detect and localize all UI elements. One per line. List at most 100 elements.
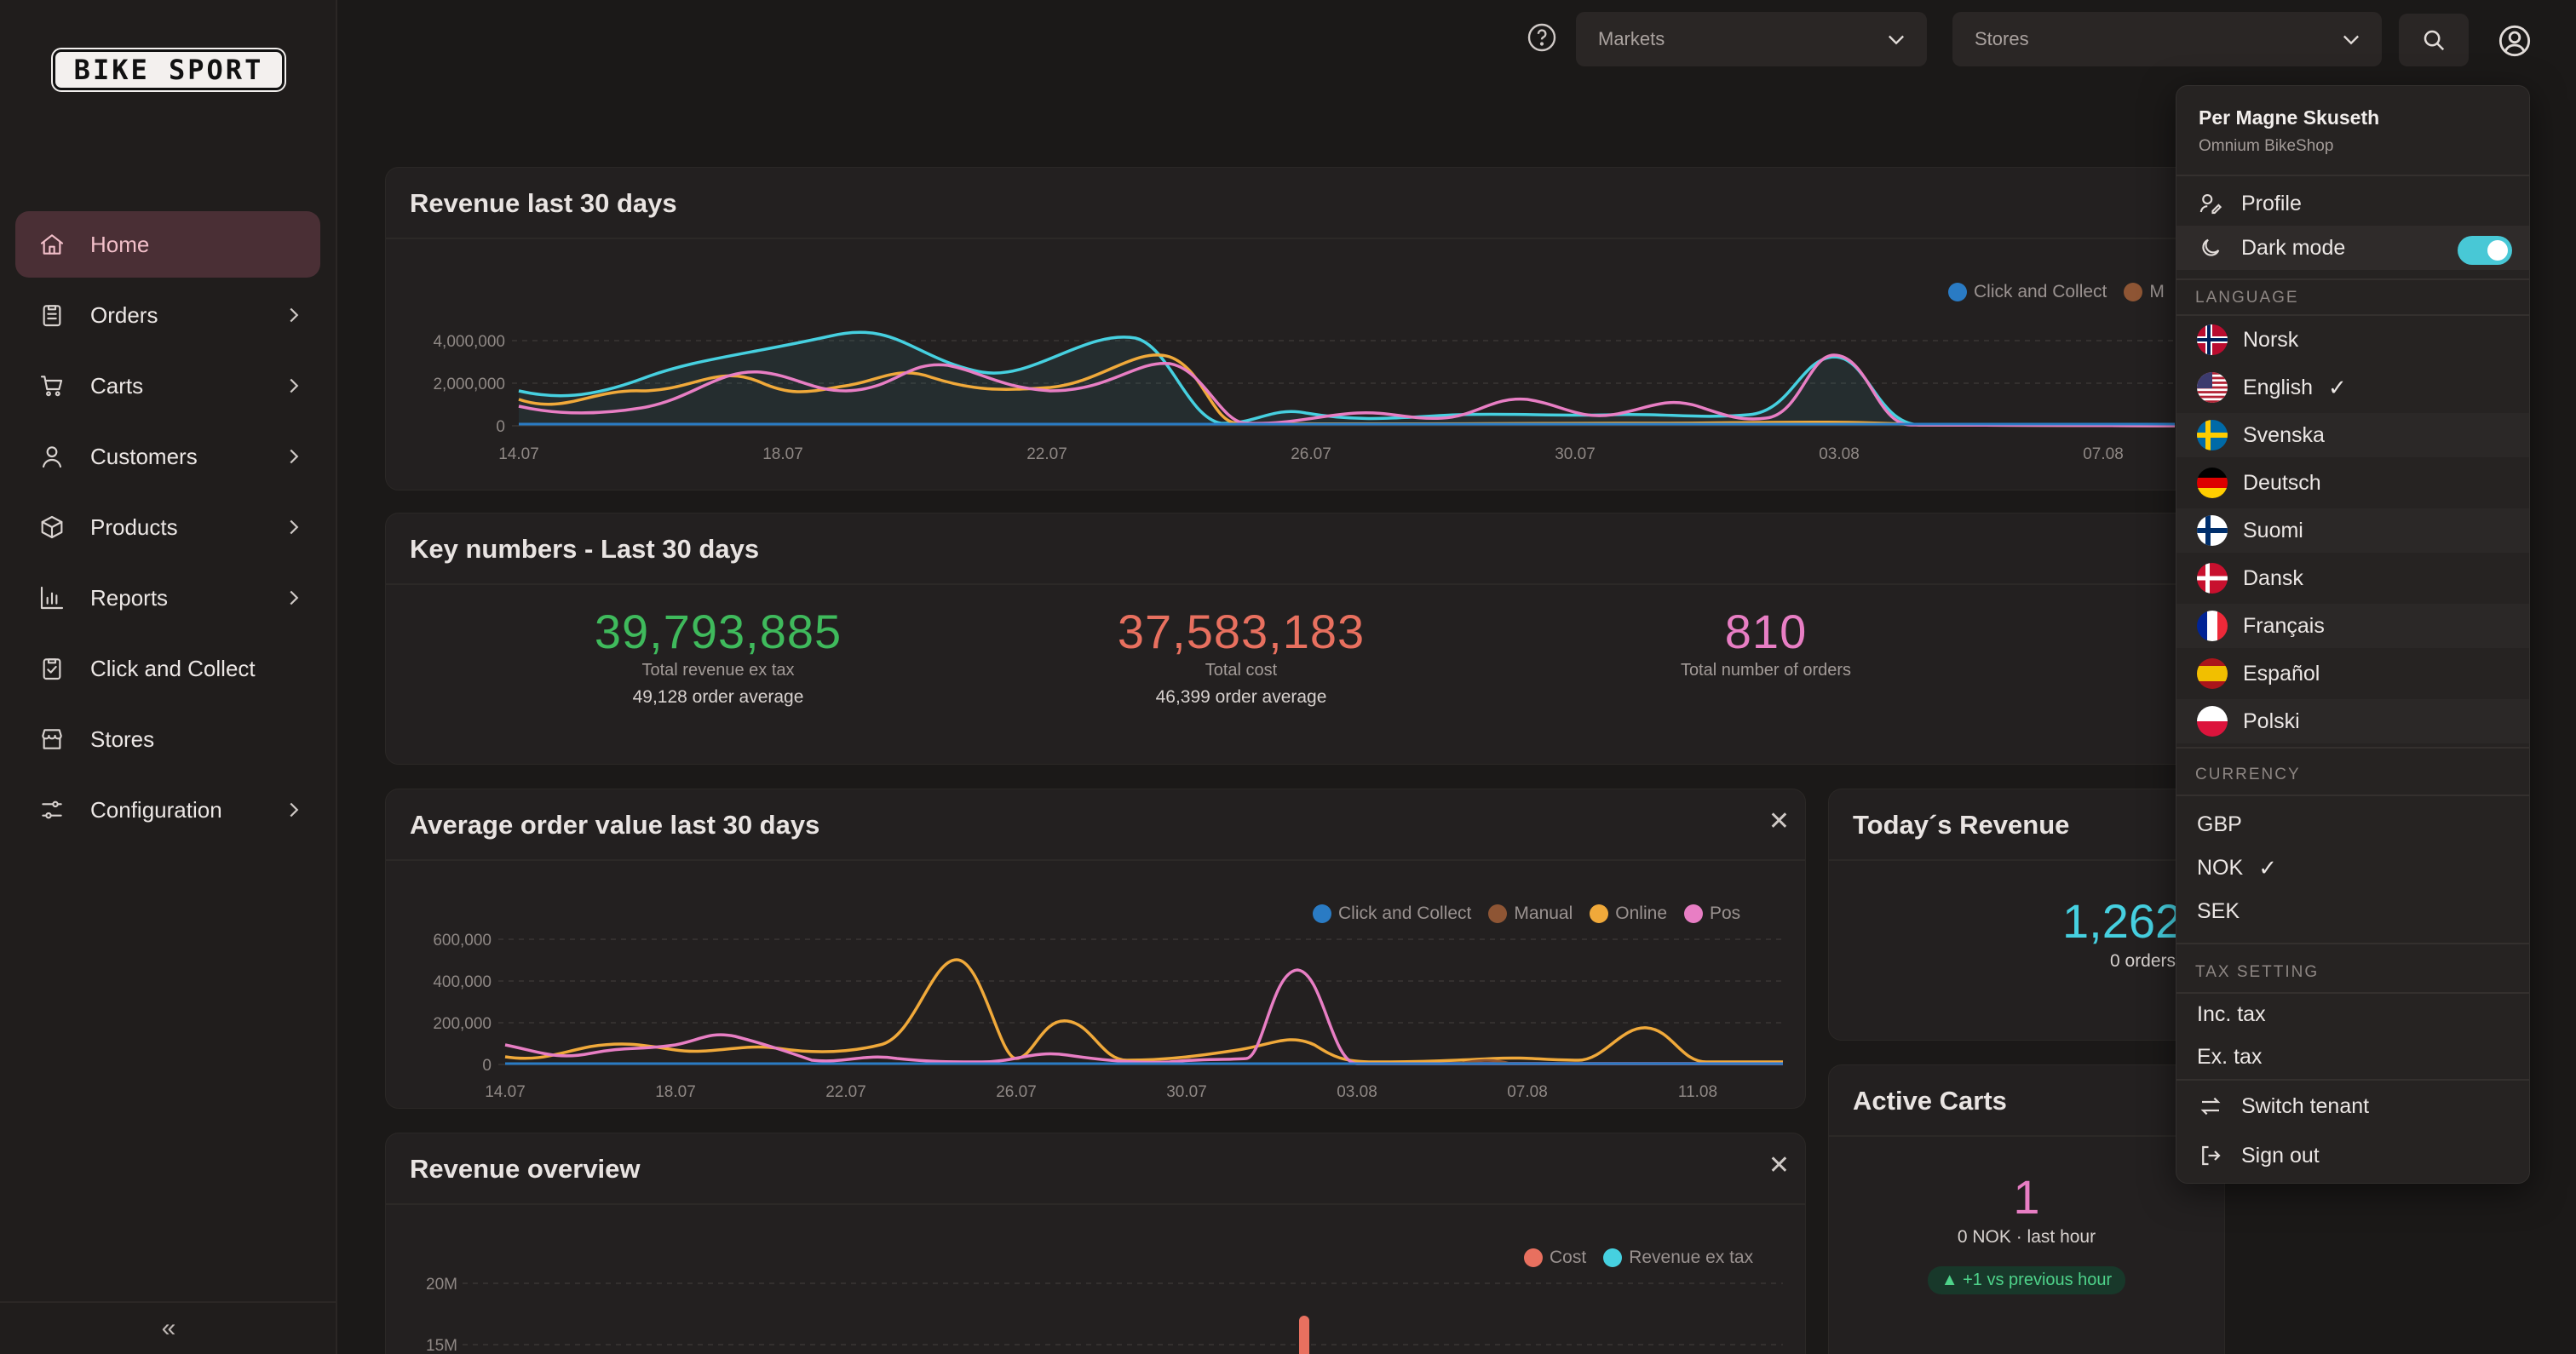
markets-select[interactable]: Markets bbox=[1576, 12, 1927, 66]
language-section-header: LANGUAGE bbox=[2195, 289, 2299, 307]
sidebar-item-reports[interactable]: Reports bbox=[15, 565, 320, 631]
help-icon[interactable] bbox=[1527, 22, 1557, 53]
sidebar-item-customers[interactable]: Customers bbox=[15, 423, 320, 490]
legend-dot bbox=[1488, 904, 1508, 923]
language-option-español[interactable]: Español bbox=[2176, 651, 2529, 696]
bike-sport-logo[interactable]: BIKE SPORT bbox=[53, 49, 285, 90]
x-tick: 11.08 bbox=[1678, 1083, 1717, 1101]
revenue-label: Total revenue ex tax bbox=[641, 661, 795, 680]
legend-label: Click and Collect bbox=[1974, 282, 2107, 301]
check-icon: ✓ bbox=[2258, 854, 2277, 881]
legend-label: Revenue ex tax bbox=[1629, 1248, 1754, 1267]
legend-item[interactable]: Click and Collect bbox=[1313, 904, 1471, 924]
sidebar-item-carts[interactable]: Carts bbox=[15, 353, 320, 419]
divider bbox=[2176, 278, 2529, 280]
sidebar-item-label: Orders bbox=[90, 301, 158, 328]
sidebar-item-orders[interactable]: Orders bbox=[15, 282, 320, 348]
currency-option-sek[interactable]: SEK bbox=[2176, 890, 2529, 932]
close-card-button[interactable]: ✕ bbox=[1768, 807, 1790, 835]
card-title: Today´s Revenue bbox=[1853, 810, 2070, 840]
de-flag-icon bbox=[2197, 468, 2228, 498]
search-button[interactable] bbox=[2399, 14, 2469, 66]
x-tick: 18.07 bbox=[762, 445, 803, 463]
legend-item[interactable]: Online bbox=[1590, 904, 1667, 924]
language-option-norsk[interactable]: Norsk bbox=[2176, 318, 2529, 362]
language-option-polski[interactable]: Polski bbox=[2176, 699, 2529, 743]
legend-item[interactable]: Revenue ex tax bbox=[1603, 1248, 1753, 1268]
pl-flag-icon bbox=[2197, 706, 2228, 737]
stores-select[interactable]: Stores bbox=[1952, 12, 2382, 66]
cost-kpi: 37,583,183 Total cost 46,399 order avera… bbox=[1054, 604, 1429, 708]
language-option-français[interactable]: Français bbox=[2176, 604, 2529, 648]
currency-option-nok[interactable]: NOK ✓ bbox=[2176, 846, 2529, 889]
clipboard-check-icon bbox=[37, 654, 66, 683]
switch-tenant-label: Switch tenant bbox=[2241, 1093, 2370, 1118]
sidebar-item-click-and-collect[interactable]: Click and Collect bbox=[15, 635, 320, 702]
legend-item[interactable]: M bbox=[2124, 282, 2165, 302]
legend-dot bbox=[2124, 283, 2143, 301]
legend-item[interactable]: Pos bbox=[1684, 904, 1740, 924]
language-label: Suomi bbox=[2243, 518, 2303, 542]
currency-section-header: CURRENCY bbox=[2195, 766, 2301, 783]
orders-value: 810 bbox=[1724, 605, 1808, 658]
legend-label: Online bbox=[1615, 904, 1667, 923]
user-menu-button[interactable] bbox=[2491, 17, 2539, 65]
language-option-deutsch[interactable]: Deutsch bbox=[2176, 461, 2529, 505]
sidebar-item-home[interactable]: Home bbox=[15, 211, 320, 278]
cost-bar[interactable] bbox=[1299, 1316, 1309, 1354]
profile-menu-item[interactable]: Profile bbox=[2176, 181, 2529, 226]
revenue-kpi: 39,793,885 Total revenue ex tax 49,128 o… bbox=[531, 604, 906, 708]
series-revenue-line bbox=[518, 330, 2176, 427]
currency-option-gbp[interactable]: GBP bbox=[2176, 803, 2529, 846]
search-icon bbox=[2424, 30, 2445, 51]
language-option-dansk[interactable]: Dansk bbox=[2176, 556, 2529, 600]
chevron-right-icon bbox=[290, 802, 299, 818]
language-option-svenska[interactable]: Svenska bbox=[2176, 413, 2529, 457]
switch-tenant-menu-item[interactable]: Switch tenant bbox=[2176, 1084, 2529, 1128]
language-option-english[interactable]: English ✓ bbox=[2176, 365, 2529, 410]
inc-tax-option[interactable]: Inc. tax bbox=[2176, 994, 2529, 1035]
card-title: Revenue overview bbox=[410, 1154, 641, 1184]
sidebar-item-stores[interactable]: Stores bbox=[15, 706, 320, 772]
language-label: Français bbox=[2243, 613, 2325, 638]
clipboard-icon bbox=[37, 301, 66, 330]
home-icon bbox=[37, 230, 66, 259]
cost-value: 37,583,183 bbox=[1117, 605, 1366, 658]
tenant-name: Omnium BikeShop bbox=[2199, 137, 2334, 155]
sidebar-item-configuration[interactable]: Configuration bbox=[15, 777, 320, 843]
active-carts-card: Active Carts 1 0 NOK · last hour ▲ +1 vs… bbox=[1828, 1064, 2225, 1354]
active-carts-sub: 0 NOK · last hour bbox=[1957, 1227, 2096, 1247]
sidebar-item-products[interactable]: Products bbox=[15, 494, 320, 560]
divider bbox=[2176, 747, 2529, 749]
x-tick: 22.07 bbox=[825, 1083, 866, 1101]
x-tick: 26.07 bbox=[996, 1083, 1037, 1101]
dark-mode-toggle[interactable] bbox=[2458, 236, 2512, 265]
store-icon bbox=[37, 725, 66, 754]
legend-item[interactable]: Manual bbox=[1488, 904, 1573, 924]
legend-item[interactable]: Click and Collect bbox=[1948, 282, 2107, 302]
active-carts-value: 1 bbox=[2013, 1170, 2040, 1224]
language-option-suomi[interactable]: Suomi bbox=[2176, 508, 2529, 553]
legend-item[interactable]: Cost bbox=[1524, 1248, 1586, 1268]
divider bbox=[1829, 859, 2224, 861]
sliders-icon bbox=[37, 795, 66, 824]
x-tick: 30.07 bbox=[1166, 1083, 1207, 1101]
sign-out-menu-item[interactable]: Sign out bbox=[2176, 1133, 2529, 1178]
sign-out-icon bbox=[2197, 1142, 2224, 1169]
sidebar: BIKE SPORT Home Orders Carts Customers Produ… bbox=[0, 0, 337, 1354]
ex-tax-option[interactable]: Ex. tax bbox=[2176, 1036, 2529, 1077]
divider bbox=[386, 1203, 1805, 1205]
x-tick: 18.07 bbox=[655, 1083, 696, 1101]
sidebar-item-label: Reports bbox=[90, 584, 169, 611]
collapse-sidebar-button[interactable]: « bbox=[0, 1301, 337, 1354]
legend-label: Manual bbox=[1514, 904, 1573, 923]
dark-mode-menu-item[interactable]: Dark mode bbox=[2176, 226, 2529, 270]
close-card-button[interactable]: ✕ bbox=[1768, 1151, 1790, 1179]
revenue-overview-chart: 20M 15M bbox=[426, 1276, 1783, 1354]
orders-kpi: 810 Total number of orders bbox=[1578, 604, 1953, 680]
currency-label: SEK bbox=[2197, 898, 2240, 923]
user-name: Per Magne Skuseth bbox=[2199, 106, 2380, 129]
y-tick: 4,000,000 bbox=[433, 333, 505, 351]
series-pos-line bbox=[504, 968, 1783, 1065]
language-label: Polski bbox=[2243, 709, 2300, 733]
